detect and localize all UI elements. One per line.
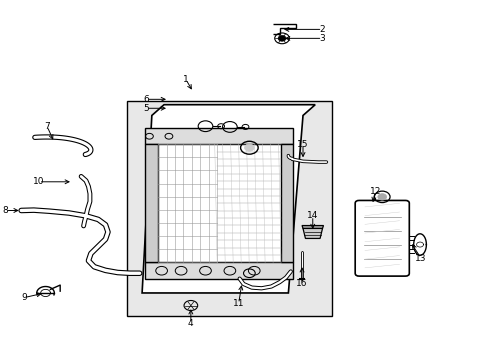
Text: 9: 9 xyxy=(21,293,27,302)
Text: 2: 2 xyxy=(319,25,325,34)
Text: 1: 1 xyxy=(183,75,188,84)
Text: 4: 4 xyxy=(188,319,193,328)
Text: 16: 16 xyxy=(296,279,307,288)
Bar xyxy=(281,144,293,262)
Text: 12: 12 xyxy=(369,187,380,196)
Text: 7: 7 xyxy=(44,122,50,131)
Circle shape xyxy=(244,144,254,151)
Text: 10: 10 xyxy=(33,177,44,186)
Polygon shape xyxy=(303,228,322,238)
Text: 3: 3 xyxy=(319,34,325,43)
Text: 6: 6 xyxy=(143,95,148,104)
Text: 11: 11 xyxy=(232,299,244,308)
Bar xyxy=(127,101,331,316)
Text: 8: 8 xyxy=(3,206,8,215)
Bar xyxy=(144,128,293,144)
Circle shape xyxy=(278,36,285,41)
Bar xyxy=(144,262,293,279)
Text: 15: 15 xyxy=(297,140,308,149)
Text: 13: 13 xyxy=(414,254,426,263)
Circle shape xyxy=(377,194,386,200)
Bar xyxy=(144,144,158,262)
Text: 14: 14 xyxy=(306,211,318,220)
Text: 5: 5 xyxy=(143,104,148,113)
FancyBboxPatch shape xyxy=(354,201,408,276)
Polygon shape xyxy=(302,226,323,228)
Polygon shape xyxy=(142,105,315,293)
